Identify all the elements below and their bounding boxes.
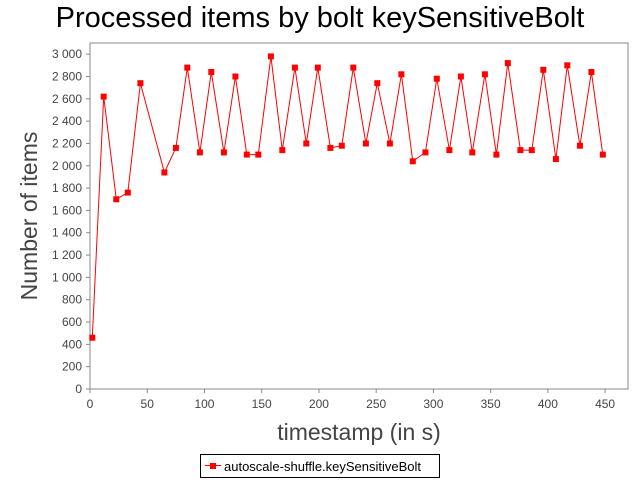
- data-point: [89, 334, 96, 341]
- data-point: [481, 71, 488, 78]
- data-point: [493, 151, 500, 158]
- data-point: [552, 156, 559, 163]
- x-tick-label: 250: [366, 397, 386, 411]
- x-tick-label: 350: [481, 397, 501, 411]
- x-tick-label: 50: [141, 397, 155, 411]
- chart-title: Processed items by bolt keySensitiveBolt: [55, 2, 585, 34]
- data-point: [208, 69, 215, 75]
- y-tick-label: 3 000: [52, 47, 82, 61]
- x-axis-label: timestamp (in s): [277, 419, 441, 445]
- data-point: [232, 73, 239, 80]
- y-tick-label: 1 000: [52, 270, 82, 284]
- data-point: [267, 53, 274, 60]
- data-point: [113, 196, 120, 203]
- y-tick-label: 200: [62, 360, 82, 374]
- data-point: [291, 64, 298, 71]
- y-tick-label: 2 200: [52, 136, 82, 150]
- x-tick-label: 150: [252, 397, 272, 411]
- y-tick-label: 800: [62, 293, 82, 307]
- y-tick-label: 1 600: [52, 203, 82, 217]
- y-tick-label: 2 000: [52, 159, 82, 173]
- y-axis: 0 200 400 600 800 1 000 1 200 1 400 1 600 1 800 2 …: [52, 47, 90, 396]
- x-tick-label: 100: [194, 397, 214, 411]
- data-point: [196, 149, 203, 156]
- x-tick-label: 400: [538, 397, 558, 411]
- data-point: [314, 64, 321, 71]
- data-point: [243, 151, 250, 158]
- legend-marker-icon: [205, 460, 221, 472]
- y-tick-label: 1 400: [52, 226, 82, 240]
- chart-plot: 0 200 400 600 800 1 000 1 200 1 400 1 600 1 800 2 …: [16, 42, 629, 445]
- data-point: [469, 149, 476, 156]
- y-tick-label: 2 400: [52, 114, 82, 128]
- data-point: [398, 71, 405, 78]
- y-tick-label: 1 200: [52, 248, 82, 262]
- data-point: [374, 80, 381, 87]
- data-point: [362, 140, 369, 147]
- data-point: [504, 60, 511, 67]
- data-point: [433, 75, 440, 82]
- data-point: [350, 64, 357, 71]
- data-point: [386, 140, 393, 147]
- y-tick-label: 1 800: [52, 181, 82, 195]
- data-point: [457, 73, 464, 80]
- data-point: [517, 147, 524, 154]
- y-tick-label: 0: [75, 382, 82, 396]
- data-point: [100, 93, 107, 100]
- y-tick-label: 400: [62, 337, 82, 351]
- data-point: [161, 169, 168, 176]
- data-point: [540, 66, 547, 73]
- x-tick-label: 0: [87, 397, 94, 411]
- y-tick-label: 2 600: [52, 92, 82, 106]
- x-axis: 0 50 100 150 200 250 300 350 400 450: [87, 389, 615, 411]
- data-point: [124, 189, 131, 196]
- y-axis-label: Number of items: [16, 132, 42, 301]
- data-point: [303, 140, 310, 147]
- data-point: [338, 142, 345, 149]
- data-point: [446, 147, 453, 154]
- data-point: [220, 149, 227, 156]
- data-point: [279, 147, 286, 154]
- series-layer: [89, 53, 606, 341]
- legend-label: autoscale-shuffle.keySensitiveBolt: [224, 458, 422, 474]
- data-point: [564, 62, 571, 69]
- data-point: [528, 147, 535, 154]
- data-point: [327, 144, 334, 151]
- data-point: [184, 64, 191, 71]
- data-point: [576, 142, 583, 149]
- x-tick-label: 200: [309, 397, 329, 411]
- y-tick-label: 600: [62, 315, 82, 329]
- data-point: [422, 149, 429, 156]
- data-point: [255, 151, 262, 158]
- data-point: [172, 144, 179, 151]
- data-point: [588, 69, 595, 75]
- data-point: [137, 80, 144, 87]
- legend: autoscale-shuffle.keySensitiveBolt: [200, 454, 440, 478]
- data-point: [409, 158, 416, 165]
- y-tick-label: 2 800: [52, 69, 82, 83]
- data-point: [599, 151, 606, 158]
- x-tick-label: 450: [595, 397, 615, 411]
- x-tick-label: 300: [423, 397, 443, 411]
